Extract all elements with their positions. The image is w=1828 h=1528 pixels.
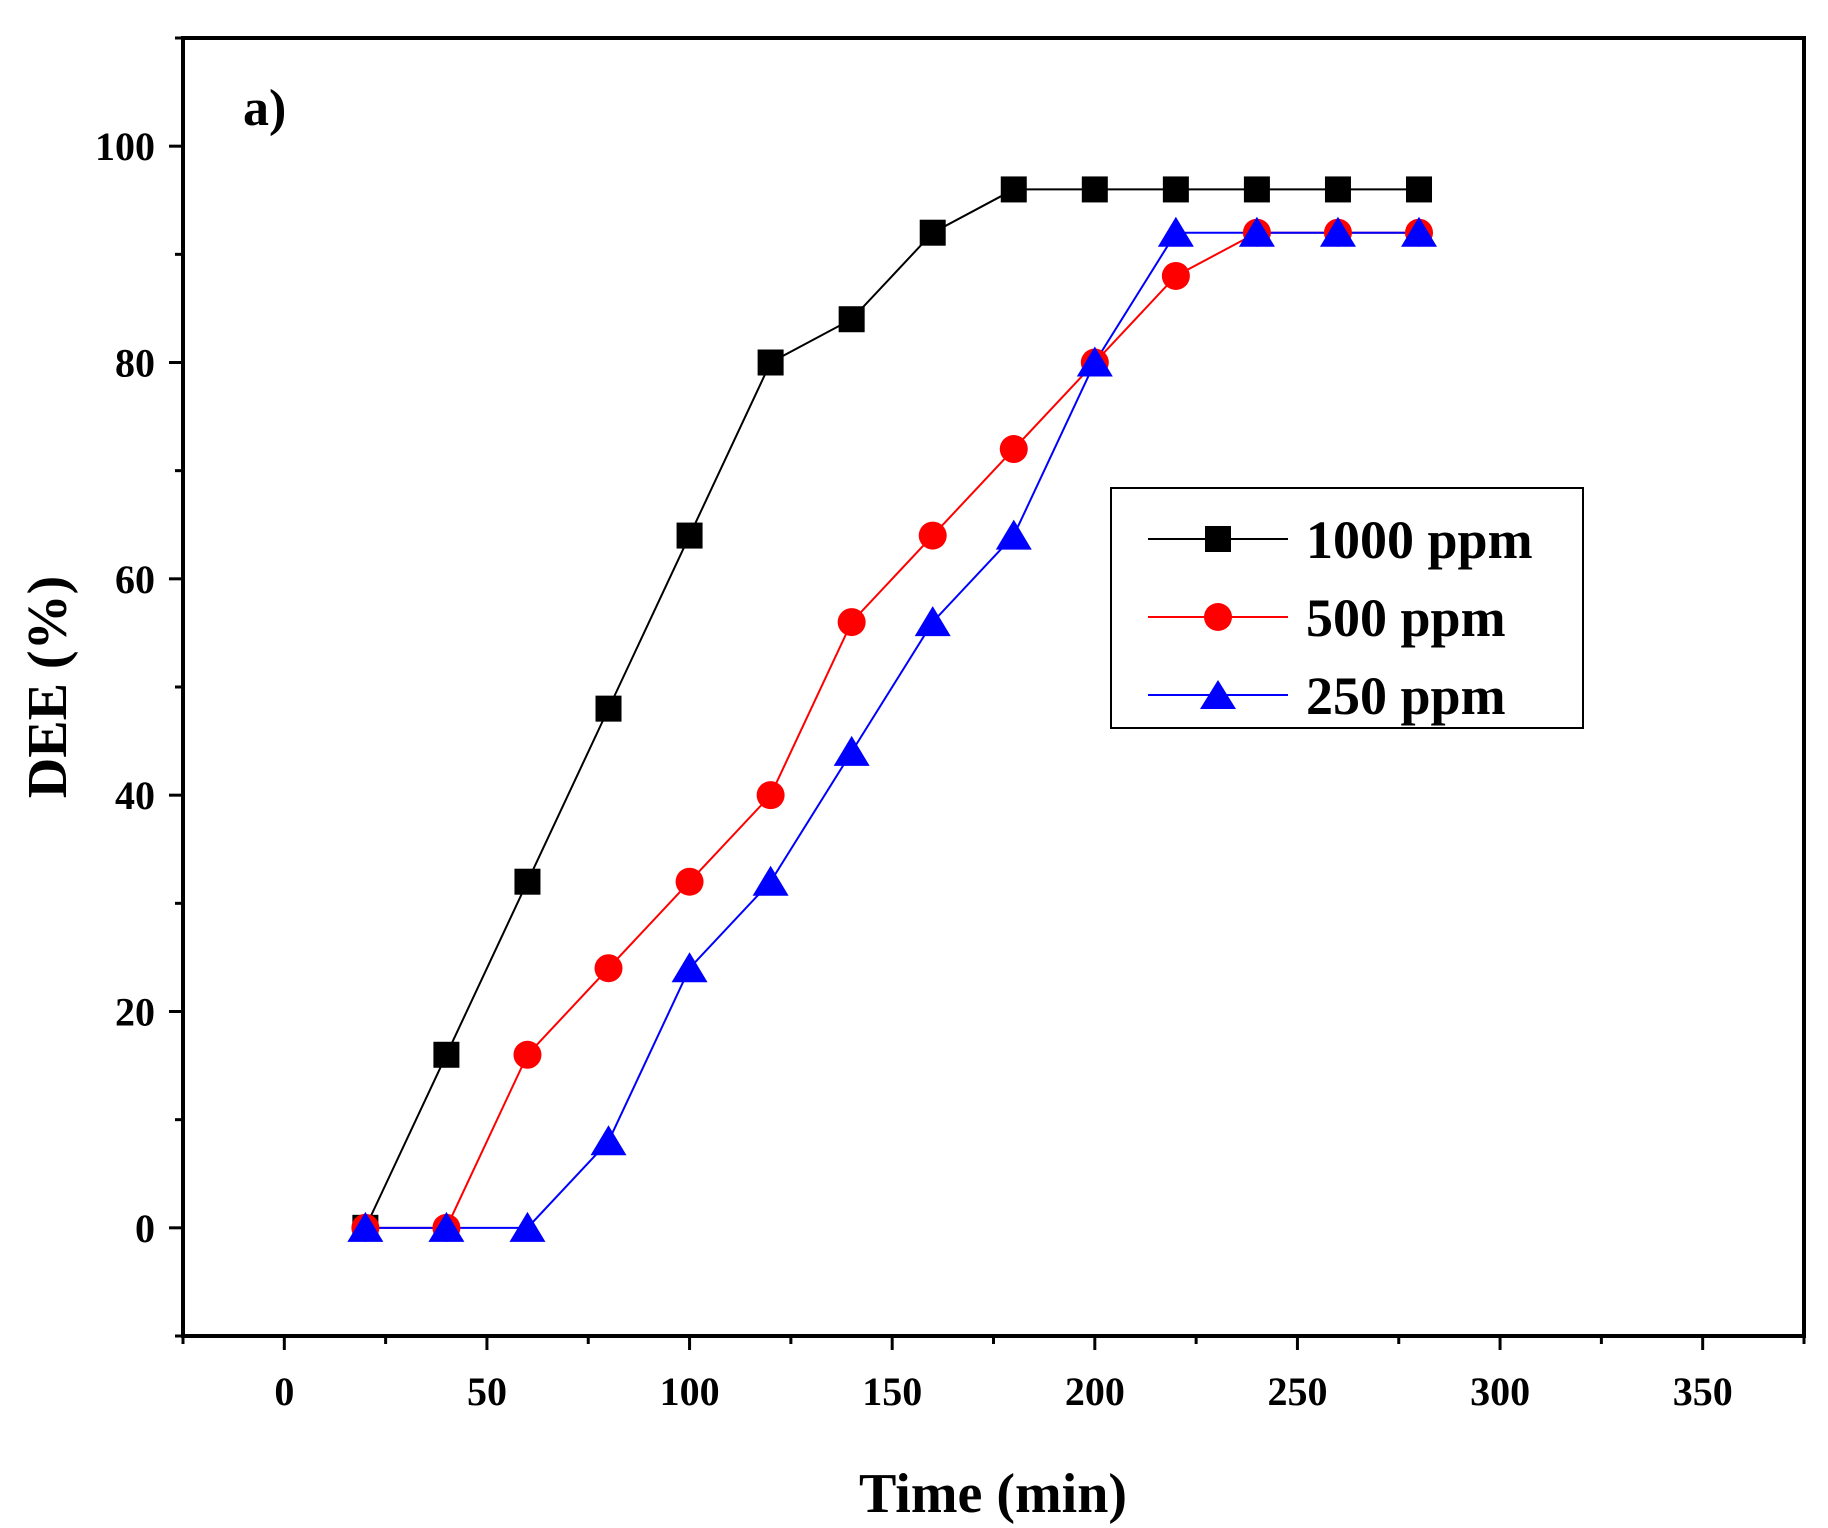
data-point-250-ppm [671,952,708,983]
legend-label-1000-ppm: 1000 ppm [1306,510,1533,570]
legend: 1000 ppm 500 ppm 250 ppm [1110,487,1584,729]
x-tick-label: 0 [274,1369,294,1414]
legend-label-500-ppm: 500 ppm [1306,588,1506,648]
data-point-250-ppm [509,1211,546,1242]
data-point-250-ppm [1238,216,1275,247]
series-line-250-ppm [365,231,1420,1229]
y-tick-label: 0 [135,1206,155,1251]
data-point-500-ppm [756,781,785,810]
data-point-250-ppm [428,1211,465,1242]
legend-marker-triangle-icon [1200,680,1236,709]
data-point-250-ppm [833,735,870,766]
y-tick-label: 20 [115,990,155,1035]
data-point-500-ppm [837,608,866,637]
x-tick-label: 50 [467,1369,507,1414]
data-point-250-ppm [1319,216,1356,247]
y-tick-label: 60 [115,557,155,602]
data-point-500-ppm [675,867,704,896]
data-point-1000-ppm [757,349,784,376]
series-line-1000-ppm [364,188,1420,1229]
data-point-250-ppm [347,1211,384,1242]
y-tick-label: 40 [115,773,155,818]
data-point-1000-ppm [595,695,622,722]
x-tick-label: 100 [660,1369,720,1414]
legend-marker-square-icon [1205,526,1231,552]
data-point-500-ppm [513,1040,542,1069]
data-point-500-ppm [1161,261,1190,290]
data-point-1000-ppm [1324,176,1351,203]
data-point-1000-ppm [1081,176,1108,203]
series-line-500-ppm [365,231,1420,1229]
data-point-1000-ppm [919,219,946,246]
data-point-1000-ppm [676,522,703,549]
legend-entry-250-ppm: 250 ppm [1148,666,1506,726]
x-tick-label: 300 [1470,1369,1530,1414]
legend-entry-500-ppm: 500 ppm [1148,588,1506,648]
data-point-250-ppm [1157,216,1194,247]
data-point-250-ppm [752,865,789,896]
data-point-250-ppm [590,1125,627,1156]
x-tick-label: 150 [862,1369,922,1414]
data-point-250-ppm [995,519,1032,550]
series-markers [347,176,1438,1242]
y-tick-label: 80 [115,341,155,386]
legend-entry-1000-ppm: 1000 ppm [1148,510,1533,570]
data-point-1000-ppm [1000,176,1027,203]
data-point-1000-ppm [1162,176,1189,203]
data-point-500-ppm [918,521,947,550]
legend-label-250-ppm: 250 ppm [1306,666,1506,726]
data-point-1000-ppm [433,1041,460,1068]
data-point-1000-ppm [514,868,541,895]
data-point-1000-ppm [838,306,865,333]
y-axis-title: DEE (%) [17,576,79,798]
legend-marker-circle-icon [1204,603,1232,631]
data-point-1000-ppm [1243,176,1270,203]
data-point-250-ppm [1401,216,1438,247]
y-tick-label: 100 [95,124,155,169]
legend-box [1110,487,1584,729]
data-point-250-ppm [1076,346,1113,377]
x-axis-title: Time (min) [859,1463,1127,1525]
data-point-250-ppm [914,606,951,637]
x-tick-label: 200 [1065,1369,1125,1414]
x-tick-label: 350 [1673,1369,1733,1414]
panel-label: a) [243,80,286,137]
x-tick-label: 250 [1267,1369,1327,1414]
data-point-500-ppm [999,435,1028,464]
data-point-1000-ppm [1406,176,1433,203]
data-point-500-ppm [594,954,623,983]
axis-ticks: 0 50 100 150 200 250 300 350 0 20 40 60 80 100 [95,36,1806,1414]
